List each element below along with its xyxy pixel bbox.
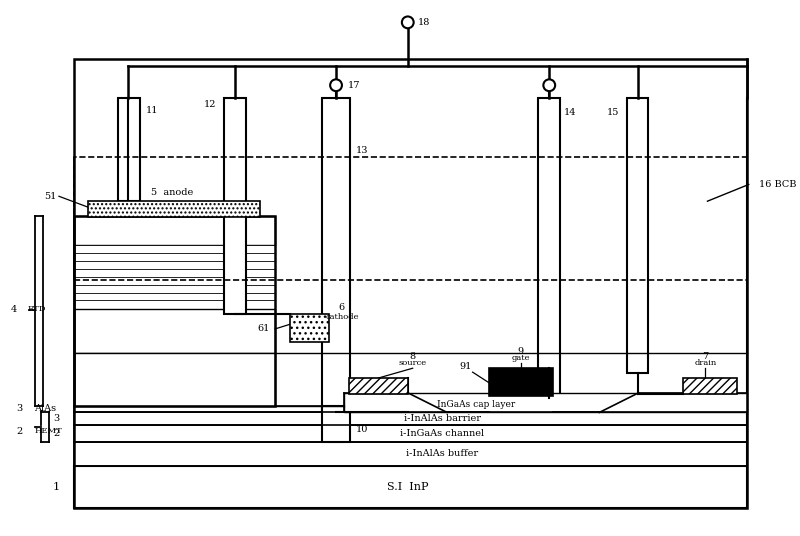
Text: 10: 10: [355, 425, 368, 434]
Bar: [74, 309, 275, 353]
Circle shape: [543, 79, 555, 91]
Text: 91: 91: [459, 362, 472, 371]
Bar: [349, 378, 408, 394]
Bar: [74, 245, 275, 254]
Text: 3: 3: [53, 414, 59, 423]
Bar: [74, 277, 275, 286]
Text: 2: 2: [53, 429, 59, 437]
Text: 13: 13: [355, 146, 368, 154]
Bar: [74, 285, 275, 294]
Bar: [74, 254, 275, 262]
Bar: [74, 425, 746, 442]
Bar: [74, 442, 746, 466]
Text: 61: 61: [257, 324, 270, 333]
Text: 9: 9: [518, 347, 524, 356]
Bar: [74, 406, 746, 412]
Bar: [74, 59, 746, 508]
Text: 2: 2: [17, 427, 22, 436]
Text: cathode: cathode: [325, 313, 358, 321]
Text: S.I  InP: S.I InP: [387, 482, 429, 492]
Text: 6: 6: [339, 303, 345, 312]
Text: 16 BCB: 16 BCB: [758, 180, 796, 189]
Bar: [74, 216, 275, 406]
Text: 4: 4: [10, 305, 17, 314]
Bar: [538, 98, 560, 398]
Bar: [224, 98, 246, 314]
Bar: [344, 393, 746, 412]
Bar: [322, 406, 350, 442]
Circle shape: [330, 79, 342, 91]
Text: HEMT: HEMT: [34, 427, 62, 435]
Bar: [74, 353, 275, 406]
Text: 5  anode: 5 anode: [151, 188, 193, 197]
Text: source: source: [398, 359, 426, 367]
Bar: [322, 98, 350, 412]
Text: 51: 51: [44, 192, 56, 201]
Bar: [74, 216, 275, 245]
Bar: [74, 269, 275, 278]
Text: 18: 18: [418, 18, 430, 27]
Bar: [74, 300, 275, 309]
Text: drain: drain: [694, 359, 717, 367]
Text: i-InGaAs channel: i-InGaAs channel: [400, 429, 484, 437]
Text: 7: 7: [702, 352, 709, 361]
Bar: [74, 293, 275, 301]
Text: InGaAs cap layer: InGaAs cap layer: [438, 400, 515, 409]
Bar: [74, 412, 746, 425]
Circle shape: [402, 17, 414, 28]
Bar: [683, 378, 737, 394]
Text: 14: 14: [564, 108, 576, 117]
Text: 11: 11: [146, 106, 158, 115]
Text: 8: 8: [410, 352, 416, 361]
Bar: [74, 261, 275, 270]
Bar: [627, 98, 649, 373]
Text: 15: 15: [606, 108, 619, 117]
Text: 12: 12: [204, 100, 216, 109]
Text: gate: gate: [511, 354, 530, 362]
Text: i-InAlAs barrier: i-InAlAs barrier: [404, 414, 481, 423]
Bar: [74, 466, 746, 508]
Text: AlAs: AlAs: [34, 404, 57, 413]
Text: i-InAlAs buffer: i-InAlAs buffer: [406, 449, 478, 458]
Text: RTD: RTD: [27, 306, 46, 313]
Text: 1: 1: [53, 482, 59, 492]
Bar: [290, 314, 329, 341]
Text: 3: 3: [17, 404, 22, 413]
Bar: [490, 368, 553, 396]
Bar: [118, 98, 139, 201]
Bar: [89, 201, 260, 217]
Text: 17: 17: [347, 81, 360, 90]
Bar: [74, 157, 746, 280]
